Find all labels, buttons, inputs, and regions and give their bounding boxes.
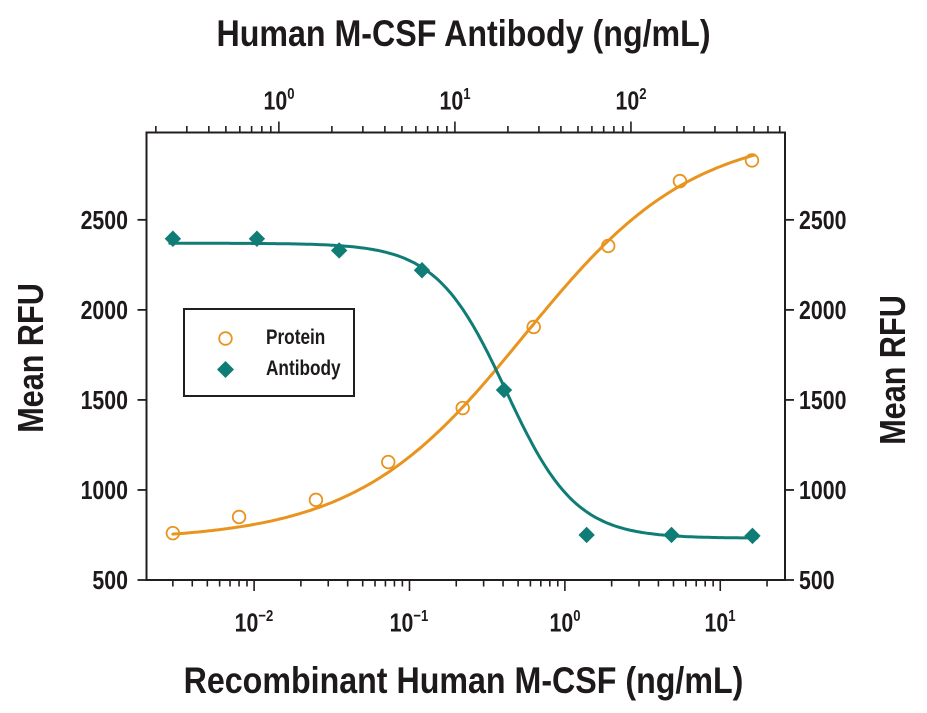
- x-tick-label-top: 101: [439, 85, 471, 116]
- plot-border: [145, 131, 786, 581]
- antibody-legend-marker-icon: [217, 361, 234, 378]
- antibody-data-point: [495, 381, 513, 399]
- legend-item-protein: Protein: [266, 326, 326, 349]
- y-tick-label-right: 2000: [799, 294, 847, 325]
- antibody-data-point: [663, 526, 680, 544]
- protein-data-point: [526, 319, 541, 335]
- protein-data-point: [455, 400, 470, 416]
- legend-item-antibody: Antibody: [266, 357, 341, 380]
- protein-data-point: [308, 492, 324, 508]
- y-tick-label-left: 2500: [80, 204, 128, 235]
- protein-data-point: [165, 525, 181, 541]
- protein-data-point: [600, 238, 616, 254]
- antibody-data-point: [413, 262, 431, 279]
- antibody-data-point: [248, 230, 266, 247]
- antibody-data-point: [330, 242, 348, 259]
- protein-data-point: [672, 173, 688, 189]
- y-tick-label-right: 500: [799, 565, 835, 595]
- antibody-data-point: [744, 527, 761, 545]
- protein-data-point: [381, 454, 396, 470]
- bottom-axis-title: Recombinant Human M-CSF (ng/mL): [183, 660, 744, 701]
- legend: Protein Antibody: [183, 308, 355, 397]
- protein-fit-curve: [171, 153, 756, 536]
- y-tick-label-left: 1000: [80, 474, 128, 505]
- y-tick-label-left: 500: [92, 565, 128, 595]
- x-tick-label-bottom: 10−1: [390, 607, 429, 638]
- x-tick-label-bottom: 10−2: [234, 607, 274, 638]
- x-tick-label-bottom: 101: [704, 607, 736, 638]
- x-tick-label-bottom: 100: [549, 607, 581, 638]
- x-tick-label-top: 100: [263, 85, 295, 116]
- y-tick-label-right: 1000: [799, 474, 847, 505]
- x-tick-label-top: 102: [615, 85, 647, 116]
- top-axis-title: Human M-CSF Antibody (ng/mL): [216, 13, 711, 54]
- y-tick-label-right: 2500: [799, 204, 847, 235]
- y-tick-label-left: 1500: [80, 384, 128, 415]
- protein-data-point: [744, 153, 760, 168]
- y-tick-label-right: 1500: [799, 384, 847, 415]
- y-tick-label-left: 2000: [80, 294, 128, 325]
- antibody-fit-curve: [168, 241, 759, 540]
- antibody-data-point: [164, 230, 182, 247]
- protein-data-point: [231, 509, 247, 525]
- antibody-data-point: [578, 526, 595, 544]
- protein-legend-marker-icon: [218, 331, 233, 346]
